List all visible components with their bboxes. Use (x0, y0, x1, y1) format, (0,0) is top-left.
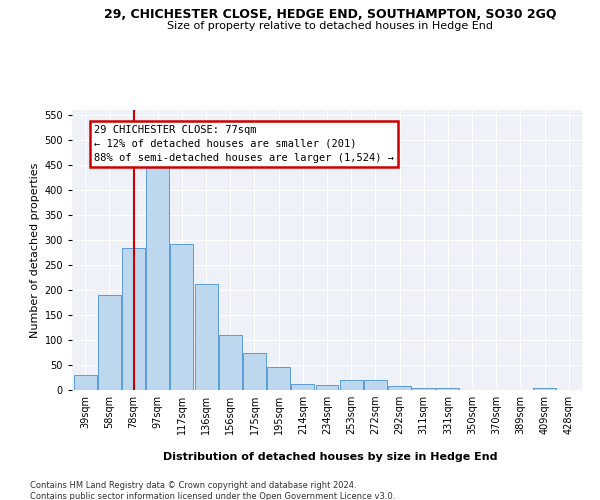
Bar (340, 380, 362, 390)
Text: Contains HM Land Registry data © Crown copyright and database right 2024.: Contains HM Land Registry data © Crown c… (30, 481, 356, 490)
Y-axis label: Number of detached properties: Number of detached properties (30, 162, 40, 338)
Text: Contains public sector information licensed under the Open Government Licence v3: Contains public sector information licen… (30, 492, 395, 500)
Bar (412, 388, 435, 390)
Bar (170, 244, 193, 390)
Bar (436, 388, 460, 390)
Bar (243, 352, 266, 390)
Bar (267, 366, 290, 390)
Text: Distribution of detached houses by size in Hedge End: Distribution of detached houses by size … (163, 452, 497, 462)
Bar (98, 295, 121, 390)
Bar (533, 388, 556, 390)
Bar (292, 384, 314, 390)
Bar (194, 284, 218, 390)
Bar (388, 386, 411, 390)
Text: 29, CHICHESTER CLOSE, HEDGE END, SOUTHAMPTON, SO30 2GQ: 29, CHICHESTER CLOSE, HEDGE END, SOUTHAM… (104, 8, 556, 20)
Bar (122, 248, 145, 390)
Bar (219, 335, 242, 390)
Bar (364, 380, 387, 390)
Text: 29 CHICHESTER CLOSE: 77sqm
← 12% of detached houses are smaller (201)
88% of sem: 29 CHICHESTER CLOSE: 77sqm ← 12% of deta… (94, 125, 394, 163)
Bar (74, 375, 97, 390)
Bar (316, 385, 338, 390)
Bar (146, 160, 169, 390)
Text: Size of property relative to detached houses in Hedge End: Size of property relative to detached ho… (167, 21, 493, 31)
